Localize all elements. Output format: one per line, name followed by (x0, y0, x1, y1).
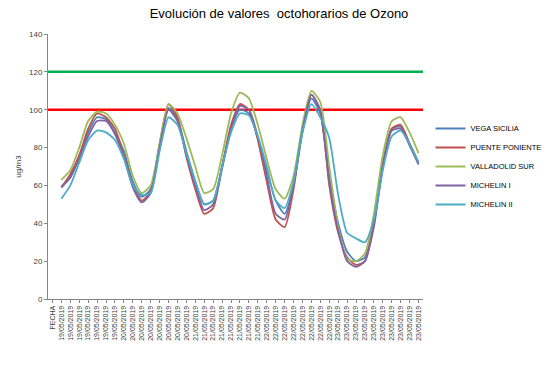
svg-text:20/05/2019: 20/05/2019 (147, 306, 154, 341)
svg-text:140: 140 (29, 30, 43, 39)
svg-text:23/05/2019: 23/05/2019 (415, 306, 422, 341)
svg-text:0: 0 (38, 295, 43, 304)
svg-text:21/05/2019: 21/05/2019 (192, 306, 199, 341)
svg-text:22/05/2019: 22/05/2019 (290, 306, 297, 341)
svg-text:FECHA: FECHA (49, 305, 56, 329)
svg-text:PUENTE PONIENTE: PUENTE PONIENTE (471, 143, 542, 152)
svg-text:22/05/2019: 22/05/2019 (272, 306, 279, 341)
svg-text:23/05/2019: 23/05/2019 (397, 306, 404, 341)
svg-text:80: 80 (33, 143, 42, 152)
svg-text:22/05/2019: 22/05/2019 (326, 306, 333, 341)
svg-text:19/05/2019: 19/05/2019 (93, 306, 100, 341)
svg-text:22/05/2019: 22/05/2019 (299, 306, 306, 341)
svg-text:22/05/2019: 22/05/2019 (317, 306, 324, 341)
svg-text:19/05/2019: 19/05/2019 (76, 306, 83, 341)
svg-text:19/05/2019: 19/05/2019 (84, 306, 91, 341)
svg-text:21/05/2019: 21/05/2019 (209, 306, 216, 341)
svg-text:23/05/2019: 23/05/2019 (334, 306, 341, 341)
svg-text:VALLADOLID SUR: VALLADOLID SUR (471, 162, 535, 171)
svg-text:19/05/2019: 19/05/2019 (67, 306, 74, 341)
svg-text:20: 20 (33, 257, 42, 266)
svg-text:19/05/2019: 19/05/2019 (102, 306, 109, 341)
svg-text:MICHELIN II: MICHELIN II (471, 200, 513, 209)
svg-text:20/05/2019: 20/05/2019 (174, 306, 181, 341)
svg-text:60: 60 (33, 181, 42, 190)
svg-text:23/05/2019: 23/05/2019 (343, 306, 350, 341)
svg-text:22/05/2019: 22/05/2019 (281, 306, 288, 341)
svg-text:MICHELIN I: MICHELIN I (471, 181, 511, 190)
svg-text:40: 40 (33, 219, 42, 228)
svg-text:21/05/2019: 21/05/2019 (227, 306, 234, 341)
svg-text:23/05/2019: 23/05/2019 (361, 306, 368, 341)
svg-text:23/05/2019: 23/05/2019 (388, 306, 395, 341)
svg-text:21/05/2019: 21/05/2019 (218, 306, 225, 341)
svg-text:23/05/2019: 23/05/2019 (379, 306, 386, 341)
svg-text:19/05/2019: 19/05/2019 (58, 306, 65, 341)
svg-text:VEGA SICILIA: VEGA SICILIA (471, 124, 519, 133)
svg-text:21/05/2019: 21/05/2019 (236, 306, 243, 341)
svg-text:ug/m3: ug/m3 (14, 155, 23, 178)
svg-text:120: 120 (29, 68, 43, 77)
svg-text:19/05/2019: 19/05/2019 (111, 306, 118, 341)
svg-text:20/05/2019: 20/05/2019 (138, 306, 145, 341)
svg-text:20/05/2019: 20/05/2019 (129, 306, 136, 341)
svg-text:23/05/2019: 23/05/2019 (406, 306, 413, 341)
svg-text:20/05/2019: 20/05/2019 (165, 306, 172, 341)
svg-text:21/05/2019: 21/05/2019 (201, 306, 208, 341)
svg-text:21/05/2019: 21/05/2019 (254, 306, 261, 341)
svg-text:Evolución de valores octohora: Evolución de valores octohorarios de Ozo… (150, 6, 409, 21)
svg-text:20/05/2019: 20/05/2019 (183, 306, 190, 341)
svg-text:21/05/2019: 21/05/2019 (245, 306, 252, 341)
svg-text:22/05/2019: 22/05/2019 (308, 306, 315, 341)
svg-text:23/05/2019: 23/05/2019 (352, 306, 359, 341)
svg-text:20/05/2019: 20/05/2019 (156, 306, 163, 341)
svg-text:22/05/2019: 22/05/2019 (263, 306, 270, 341)
svg-text:100: 100 (29, 106, 43, 115)
svg-text:23/05/2019: 23/05/2019 (370, 306, 377, 341)
svg-text:20/05/2019: 20/05/2019 (120, 306, 127, 341)
